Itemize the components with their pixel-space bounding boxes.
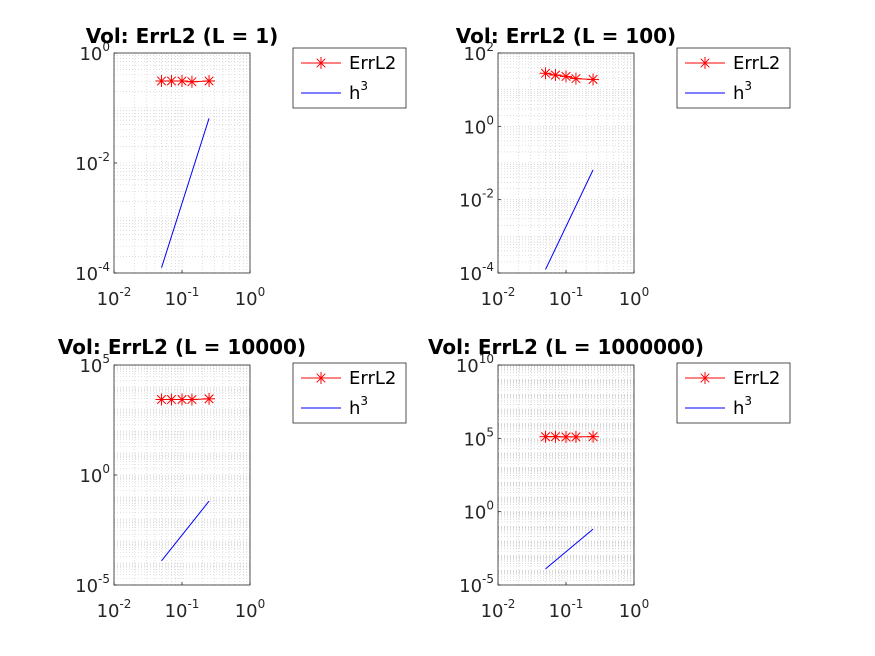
legend-label-errl2: ErrL2	[733, 53, 780, 74]
data-point-errl2	[165, 74, 178, 87]
legend-box	[676, 47, 791, 109]
y-tick-label: 10-2	[459, 187, 494, 212]
y-tick-label: 100	[463, 499, 494, 524]
data-point-errl2	[587, 73, 600, 86]
legend-marker-errl2	[315, 57, 327, 69]
legend-label-h3: h3	[349, 394, 368, 419]
x-tick-label: 10-2	[481, 597, 516, 622]
legend-box	[676, 362, 791, 424]
legend: ErrL2 h3	[292, 362, 407, 424]
series-line-h3	[545, 528, 594, 570]
y-tick-label: 10-4	[459, 260, 494, 285]
data-point-errl2	[569, 430, 582, 443]
data-point-errl2	[569, 72, 582, 85]
x-tick-label: 100	[235, 597, 266, 622]
legend: ErrL2 h3	[676, 47, 791, 109]
legend-marker-errl2	[699, 57, 711, 69]
y-tick-label: 10-5	[459, 572, 494, 597]
y-tick-label: 102	[463, 40, 494, 65]
x-tick-label: 10-1	[165, 597, 200, 622]
legend-marker-errl2	[315, 372, 327, 384]
series-line-h3	[545, 169, 594, 270]
data-point-errl2	[560, 70, 572, 83]
legend: ErrL2 h3	[676, 362, 791, 424]
data-point-errl2	[155, 74, 168, 87]
legend-marker-errl2	[699, 372, 711, 384]
data-point-errl2	[549, 69, 562, 82]
x-tick-label: 10-1	[165, 285, 200, 310]
data-point-errl2	[539, 67, 552, 80]
chart-title: Vol: ErrL2 (L = 1000000)	[428, 335, 704, 359]
y-tick-label: 10-5	[75, 572, 110, 597]
chart-title: Vol: ErrL2 (L = 10000)	[58, 335, 306, 359]
y-tick-label: 105	[79, 352, 110, 377]
legend-label-errl2: ErrL2	[349, 368, 396, 389]
legend-label-errl2: ErrL2	[733, 368, 780, 389]
x-tick-label: 100	[235, 285, 266, 310]
x-tick-label: 10-2	[97, 597, 132, 622]
series-line-h3	[161, 500, 210, 562]
data-point-errl2	[155, 393, 168, 406]
x-tick-label: 100	[619, 285, 650, 310]
y-tick-label: 10-2	[75, 150, 110, 175]
data-point-errl2	[185, 75, 198, 88]
chart-title: Vol: ErrL2 (L = 1)	[86, 24, 279, 48]
legend-label-errl2: ErrL2	[349, 53, 396, 74]
data-point-errl2	[587, 430, 600, 443]
data-point-errl2	[185, 393, 198, 406]
x-tick-label: 10-1	[549, 285, 584, 310]
legend-box	[292, 47, 407, 109]
legend: ErrL2 h3	[292, 47, 407, 109]
y-tick-label: 100	[79, 40, 110, 65]
data-point-errl2	[203, 74, 216, 87]
chart-title: Vol: ErrL2 (L = 100)	[456, 24, 676, 48]
data-point-errl2	[176, 74, 188, 87]
data-point-errl2	[203, 392, 216, 405]
y-tick-label: 100	[463, 113, 494, 138]
data-point-errl2	[165, 393, 178, 406]
y-tick-label: 1010	[456, 352, 494, 377]
legend-box	[292, 362, 407, 424]
x-tick-label: 10-2	[97, 285, 132, 310]
y-tick-label: 100	[79, 462, 110, 487]
x-tick-label: 10-2	[481, 285, 516, 310]
series-line-h3	[161, 118, 210, 268]
x-tick-label: 100	[619, 597, 650, 622]
y-tick-label: 105	[463, 425, 494, 450]
grid	[114, 53, 250, 273]
legend-label-h3: h3	[733, 79, 752, 104]
data-point-errl2	[549, 430, 562, 443]
x-tick-label: 10-1	[549, 597, 584, 622]
y-tick-label: 10-4	[75, 260, 110, 285]
grid	[498, 365, 634, 585]
legend-label-h3: h3	[349, 79, 368, 104]
grid	[498, 53, 634, 273]
legend-label-h3: h3	[733, 394, 752, 419]
